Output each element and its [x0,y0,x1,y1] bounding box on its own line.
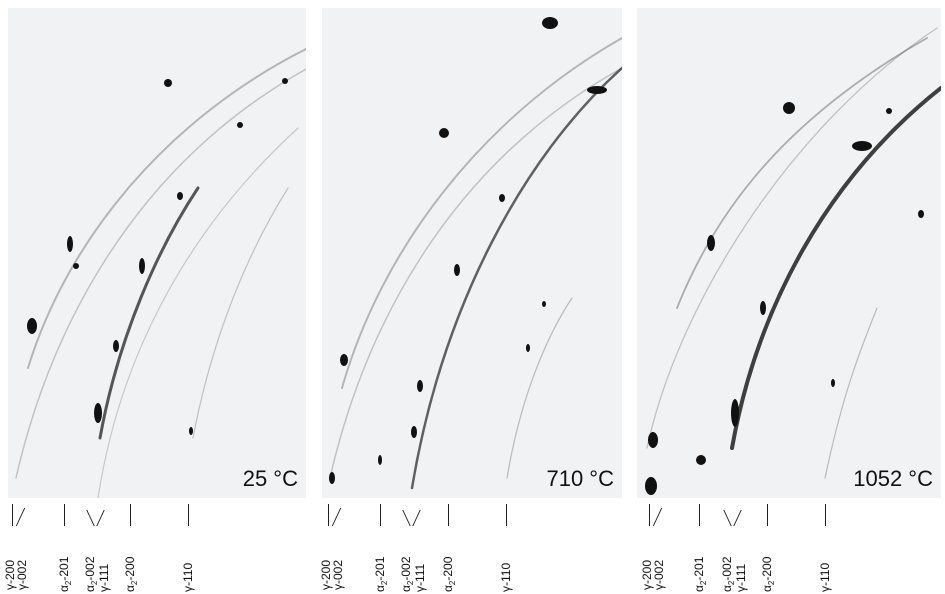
diffraction-panel-25c: 25 °C [8,8,306,498]
tick-alpha2-201 [699,504,701,526]
tick-alpha2-002 [723,510,733,526]
label-gamma-002: γ-002 [15,559,29,590]
tick-gamma-002 [331,508,342,526]
label-gamma-002: γ-002 [652,559,666,590]
tick-gamma-110 [506,504,508,526]
peak-labels-panel-2: γ-200 γ-002 α2-201 α2-002 γ-111 α2-200 γ… [319,500,622,594]
tick-gamma-200 [12,504,14,526]
tick-gamma-111 [733,510,743,526]
temperature-label: 710 °C [546,466,614,491]
tick-alpha2-200 [130,504,132,526]
label-alpha2-200: α2-200 [123,556,139,592]
peak-labels-panel-1: γ-200 γ-002 α2-201 α2-002 γ-111 α2-200 γ… [3,500,308,594]
tick-gamma-200 [328,504,330,526]
label-alpha2-201: α2-201 [692,556,708,592]
label-alpha2-201: α2-201 [57,556,73,592]
tick-gamma-110 [188,504,190,526]
label-gamma-111: γ-111 [413,563,427,592]
label-gamma-111: γ-111 [734,563,748,592]
tick-alpha2-201 [380,504,382,526]
temperature-label: 1052 °C [853,466,933,491]
label-gamma-111: γ-111 [97,563,111,592]
diffraction-panel-710c: 710 °C [322,8,622,498]
diffraction-panel-1052c: 1052 °C [637,8,941,498]
peak-labels-panel-3: γ-200 γ-002 α2-201 α2-002 γ-111 α2-200 γ… [637,500,941,594]
tick-alpha2-002 [86,510,96,526]
tick-gamma-002 [652,508,663,526]
tick-gamma-111 [96,510,106,526]
temperature-label: 25 °C [242,466,298,491]
tick-gamma-110 [825,504,827,526]
tick-gamma-111 [412,510,422,526]
label-alpha2-201: α2-201 [373,556,389,592]
label-alpha2-200: α2-200 [760,556,776,592]
label-gamma-110: γ-110 [499,562,513,592]
tick-alpha2-002 [402,510,412,526]
diffraction-rings-710c [329,17,622,490]
tick-alpha2-200 [767,504,769,526]
tick-alpha2-200 [448,504,450,526]
label-gamma-110: γ-110 [818,562,832,592]
label-gamma-110: γ-110 [181,562,195,592]
diffraction-rings-25c [15,47,306,498]
label-alpha2-200: α2-200 [441,556,457,592]
diffraction-rings-1052c [645,27,941,495]
tick-gamma-200 [649,504,651,526]
tick-alpha2-201 [64,504,66,526]
tick-gamma-002 [15,508,26,526]
label-gamma-002: γ-002 [331,559,345,590]
